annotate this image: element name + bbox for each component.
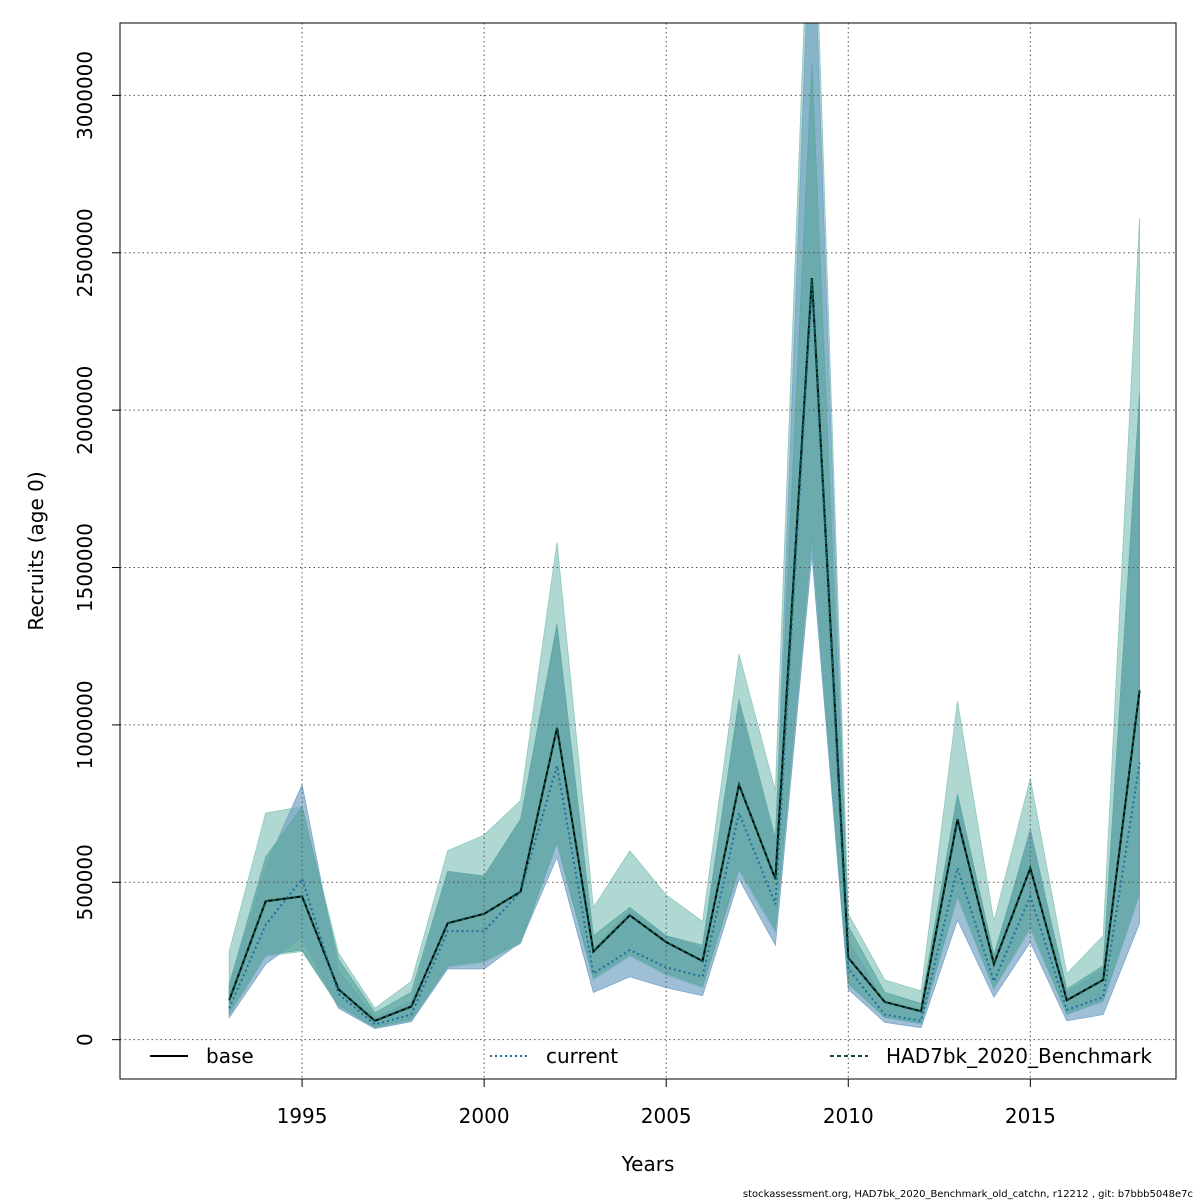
legend: base current HAD7bk_2020_Benchmark bbox=[150, 1044, 1152, 1068]
y-axis: 0 500000 1000000 1500000 2000000 2500000 30000… bbox=[73, 51, 120, 1046]
x-tick-label: 2010 bbox=[823, 1104, 874, 1128]
y-axis-title: Recruits (age 0) bbox=[24, 471, 48, 630]
band-current bbox=[228, 23, 1140, 1030]
band-base bbox=[228, 23, 1140, 1029]
legend-label: current bbox=[546, 1044, 618, 1068]
grid-lines bbox=[120, 23, 1176, 1079]
confidence-bands bbox=[228, 23, 1140, 1030]
x-tick-label: 2005 bbox=[641, 1104, 692, 1128]
y-tick-label: 2000000 bbox=[73, 366, 97, 455]
y-tick-label: 1500000 bbox=[73, 523, 97, 612]
legend-label: base bbox=[206, 1044, 254, 1068]
y-tick-label: 2500000 bbox=[73, 208, 97, 297]
series-lines bbox=[228, 277, 1141, 1026]
y-tick-label: 500000 bbox=[73, 844, 97, 920]
x-tick-label: 1995 bbox=[277, 1104, 328, 1128]
x-axis: 1995 2000 2005 2010 2015 bbox=[277, 1079, 1056, 1128]
x-tick-label: 2015 bbox=[1005, 1104, 1056, 1128]
legend-label: HAD7bk_2020_Benchmark bbox=[886, 1044, 1152, 1068]
y-tick-label: 1000000 bbox=[73, 680, 97, 769]
y-tick-label: 3000000 bbox=[73, 51, 97, 140]
footer-text: stockassessment.org, HAD7bk_2020_Benchma… bbox=[743, 1189, 1193, 1200]
x-axis-title: Years bbox=[621, 1152, 675, 1176]
plot-frame bbox=[119, 22, 1177, 1080]
line-had7bk-2020-benchmark bbox=[228, 277, 1141, 1022]
y-tick-label: 0 bbox=[73, 1033, 97, 1046]
line-current bbox=[228, 284, 1141, 1026]
x-tick-label: 2000 bbox=[459, 1104, 510, 1128]
